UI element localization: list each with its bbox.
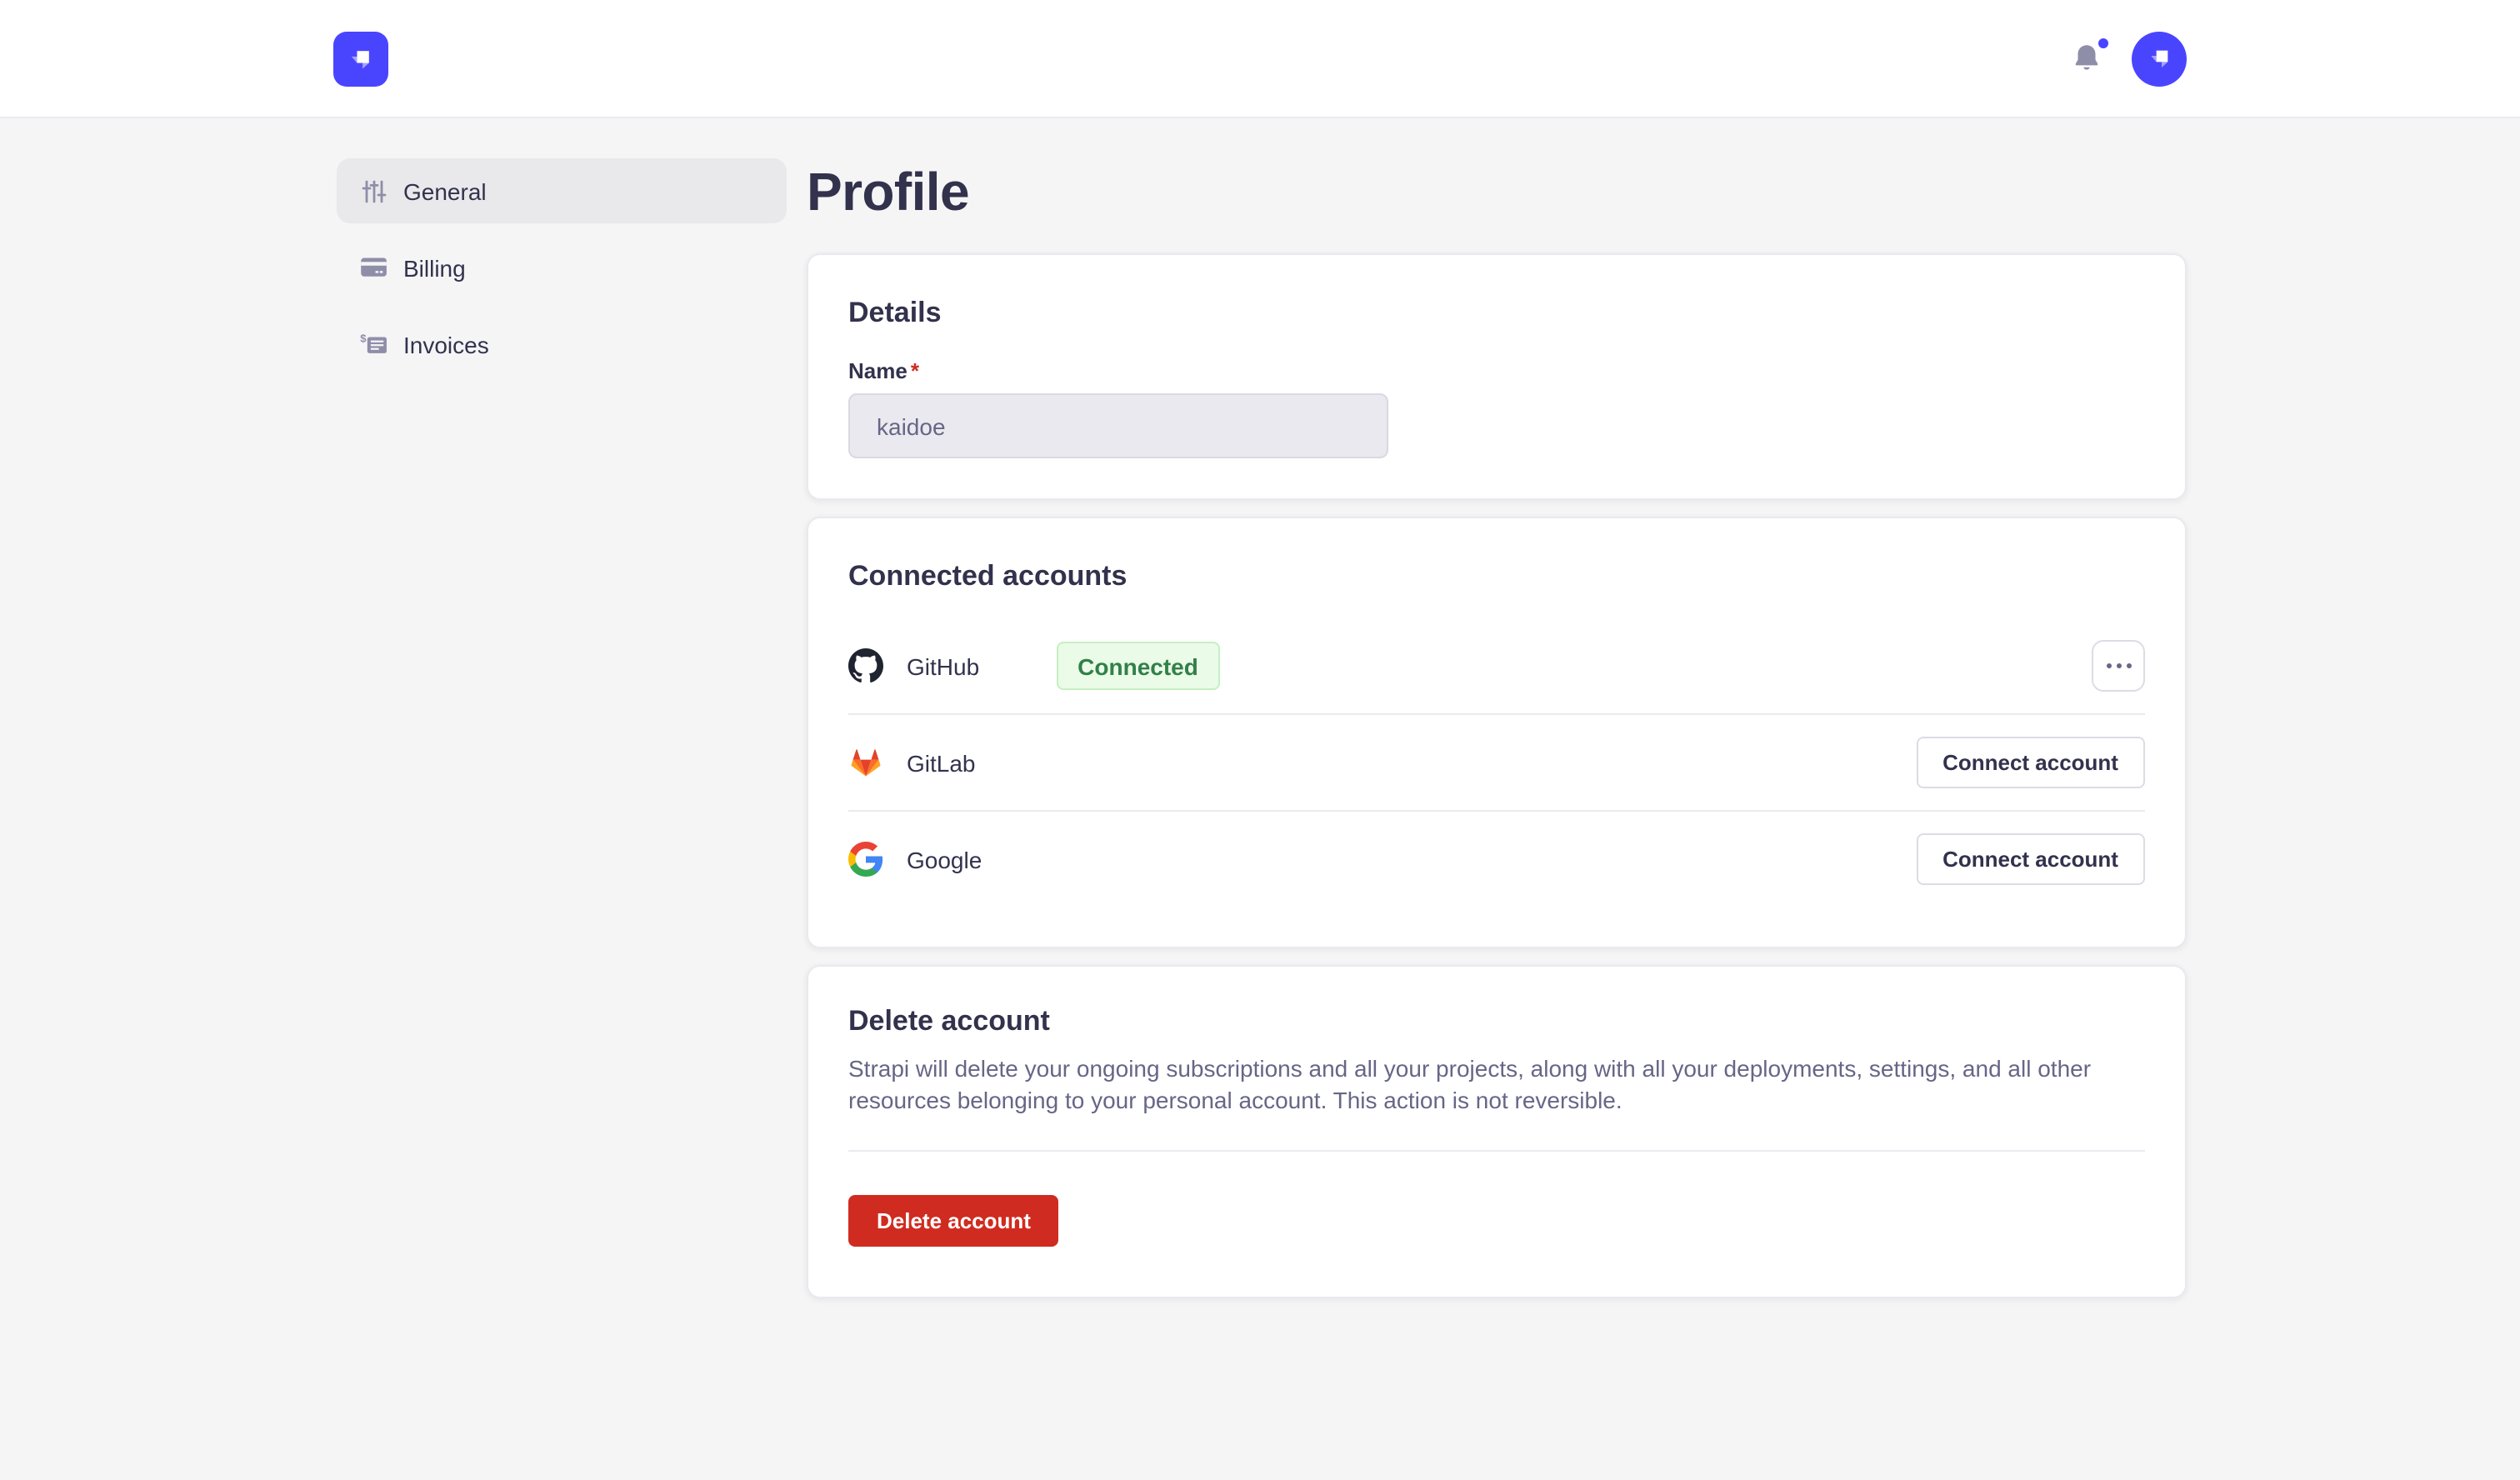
- sliders-icon: [360, 178, 390, 204]
- page-title: Profile: [807, 162, 970, 222]
- divider: [848, 1150, 2145, 1152]
- ellipsis-icon: [2106, 663, 2111, 668]
- sidebar-item-label: Billing: [403, 254, 466, 281]
- connected-accounts-title: Connected accounts: [848, 560, 1128, 592]
- name-input[interactable]: [848, 393, 1388, 458]
- account-row-gitlab: GitLab Connect account: [848, 713, 2145, 810]
- github-icon: [848, 648, 883, 683]
- gitlab-icon: [848, 745, 883, 780]
- sidebar-item-invoices[interactable]: $ Invoices: [337, 312, 787, 377]
- connect-gitlab-button[interactable]: Connect account: [1916, 737, 2145, 788]
- bell-icon: [2075, 45, 2098, 70]
- notification-dot: [2098, 38, 2108, 48]
- header-actions: [2070, 31, 2187, 86]
- delete-account-description: Strapi will delete your ongoing subscrip…: [848, 1055, 2092, 1113]
- cards-stack: Details Name* Connected accounts: [807, 253, 2187, 1365]
- strapi-logo[interactable]: [333, 31, 388, 86]
- content-area: General Billing $: [0, 118, 2520, 1365]
- sidebar-item-general[interactable]: General: [337, 158, 787, 223]
- sidebar-item-label: General: [403, 178, 487, 204]
- account-name: Google: [907, 846, 982, 872]
- details-card: Details Name *: [807, 253, 2187, 500]
- avatar-strapi-mark-icon: [2150, 50, 2168, 68]
- connect-google-button[interactable]: Connect account: [1916, 833, 2145, 885]
- invoice-icon: $: [360, 331, 390, 358]
- account-name: GitHub: [907, 652, 980, 679]
- svg-text:$: $: [360, 332, 367, 343]
- required-asterisk: *: [910, 358, 919, 383]
- notifications-button[interactable]: [2070, 38, 2108, 77]
- user-avatar[interactable]: [2132, 31, 2187, 86]
- top-header: [0, 0, 2520, 118]
- main-panel: Profile Details Name* Connected accounts: [807, 158, 2187, 1365]
- settings-sidebar: General Billing $: [337, 158, 787, 377]
- connected-status-badge: Connected: [1056, 642, 1220, 690]
- account-row-google: Google Connect account: [848, 810, 2145, 907]
- delete-account-title: Delete account: [848, 1005, 1050, 1037]
- google-icon: [848, 842, 883, 877]
- delete-account-button[interactable]: Delete account: [848, 1195, 1059, 1247]
- account-row-github: GitHub Connected: [848, 618, 2145, 713]
- connected-accounts-card: Connected accounts GitHub Connected: [807, 517, 2187, 948]
- sidebar-item-billing[interactable]: Billing: [337, 235, 787, 300]
- delete-account-card: Delete account Strapi will delete your o…: [807, 965, 2187, 1298]
- account-name: GitLab: [907, 749, 976, 776]
- accounts-list: GitHub Connected: [848, 618, 2145, 907]
- sidebar-item-label: Invoices: [403, 331, 489, 358]
- strapi-mark-icon: [351, 50, 369, 68]
- details-card-title: Details: [848, 297, 942, 328]
- name-field-label: Name *: [848, 358, 919, 383]
- credit-card-icon: [360, 254, 390, 281]
- github-options-button[interactable]: [2092, 640, 2145, 692]
